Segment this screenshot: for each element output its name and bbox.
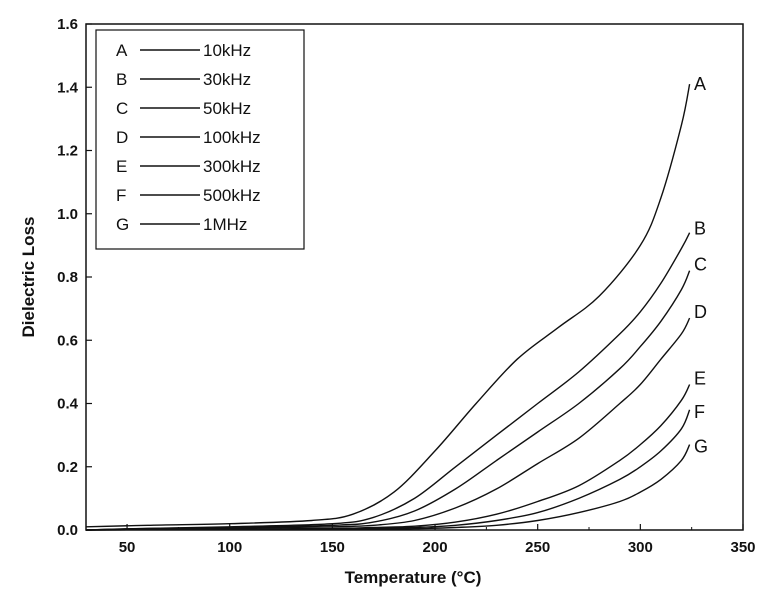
series-end-label-b: B — [694, 219, 706, 239]
series-layer — [85, 83, 691, 531]
legend-label: 300kHz — [203, 157, 261, 176]
y-tick-label: 1.4 — [57, 79, 79, 96]
legend-key: G — [116, 215, 129, 234]
legend-label: 50kHz — [203, 99, 251, 118]
y-tick-label: 0.4 — [57, 396, 79, 413]
legend-label: 100kHz — [203, 128, 261, 147]
legend-key: F — [116, 186, 126, 205]
axis-ticks: 50 100 150 200 250 300 350 0.0 0.2 0.4 0.6 0.8 1.0 1.… — [57, 16, 755, 556]
legend-key: A — [116, 41, 128, 60]
x-tick-label: 300 — [628, 539, 653, 556]
series-line-g — [85, 444, 691, 531]
series-end-labels: A BC D EFG — [694, 74, 708, 457]
x-tick-label: 250 — [525, 539, 550, 556]
legend-key: E — [116, 157, 127, 176]
series-line-c — [85, 270, 691, 531]
series-line-a — [85, 83, 691, 528]
y-tick-label: 1.0 — [57, 206, 78, 223]
x-tick-label: 50 — [119, 539, 136, 556]
legend-label: 1MHz — [203, 215, 247, 234]
series-line-b — [85, 232, 691, 531]
legend-label: 500kHz — [203, 186, 261, 205]
x-tick-label: 200 — [423, 539, 448, 556]
y-axis-title: Dielectric Loss — [19, 217, 38, 338]
series-end-label-g: G — [694, 437, 708, 457]
series-end-label-e: E — [694, 369, 706, 389]
y-tick-label: 1.6 — [57, 16, 78, 33]
series-line-d — [85, 317, 691, 531]
x-tick-label: 100 — [217, 539, 242, 556]
y-tick-label: 0.0 — [57, 522, 78, 539]
x-tick-label: 150 — [320, 539, 345, 556]
series-end-label-c: C — [694, 255, 707, 275]
legend-label: 10kHz — [203, 41, 251, 60]
y-tick-label: 0.8 — [57, 269, 78, 286]
legend-key: B — [116, 70, 127, 89]
x-axis-title: Temperature (°C) — [345, 568, 482, 587]
y-tick-label: 1.2 — [57, 143, 78, 160]
legend-key: C — [116, 99, 128, 118]
legend-box — [95, 29, 305, 250]
y-tick-label: 0.6 — [57, 332, 78, 349]
legend-key: D — [116, 128, 128, 147]
legend: A 10kHz B 30kHz C 50kHz D 100kHz E 300kHz F 500kHz G… — [95, 29, 305, 250]
x-tick-label: 350 — [730, 539, 755, 556]
legend-label: 30kHz — [203, 70, 251, 89]
series-end-label-d: D — [694, 302, 707, 322]
y-tick-label: 0.2 — [57, 459, 78, 476]
series-end-label-a: A — [694, 74, 706, 94]
series-end-label-f: F — [694, 402, 705, 422]
